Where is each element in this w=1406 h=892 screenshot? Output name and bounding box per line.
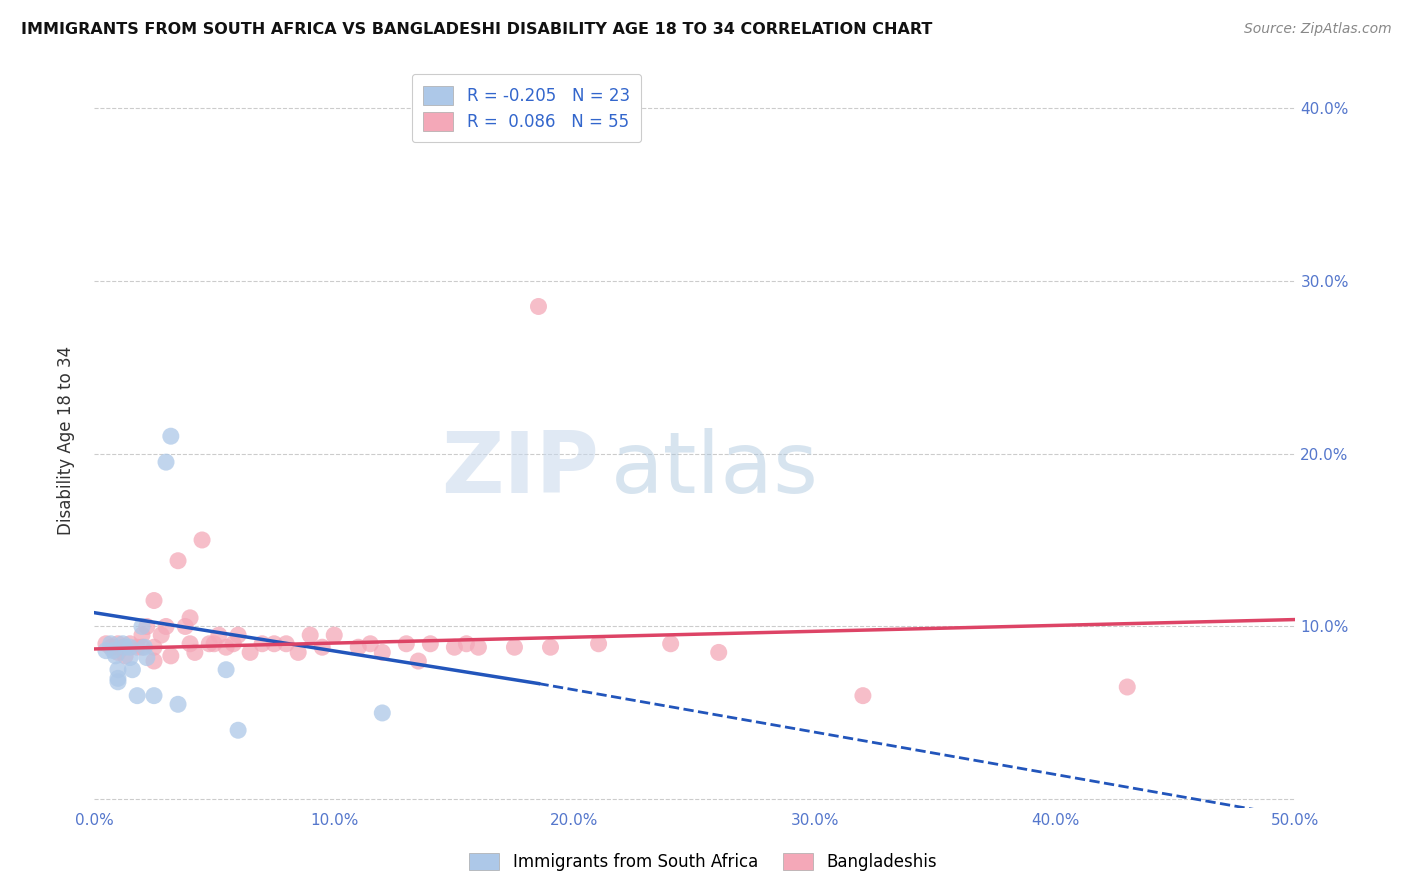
Point [456, 637, 478, 651]
Point [371, 645, 394, 659]
Point [107, 645, 129, 659]
Point [198, 637, 221, 651]
Point [121, 663, 143, 677]
Point [131, 628, 153, 642]
Point [371, 706, 394, 720]
Point [159, 429, 181, 443]
Point [127, 640, 149, 655]
Point [107, 637, 129, 651]
Text: Source: ZipAtlas.com: Source: ZipAtlas.com [1244, 22, 1392, 37]
Point [419, 637, 441, 651]
Point [107, 663, 129, 677]
Point [100, 637, 122, 651]
Point [111, 637, 134, 651]
Point [250, 637, 273, 651]
Point [179, 611, 201, 625]
Point [467, 640, 489, 655]
Point [118, 650, 141, 665]
Point [131, 640, 153, 655]
Point [215, 640, 238, 655]
Point [852, 689, 875, 703]
Point [155, 619, 177, 633]
Point [143, 593, 166, 607]
Point [114, 640, 136, 655]
Point [101, 640, 124, 655]
Point [135, 619, 157, 633]
Point [131, 619, 153, 633]
Point [359, 637, 381, 651]
Point [114, 648, 136, 663]
Point [226, 628, 249, 642]
Point [226, 723, 249, 738]
Point [159, 648, 181, 663]
Point [443, 640, 465, 655]
Point [527, 300, 550, 314]
Point [104, 648, 127, 663]
Legend: Immigrants from South Africa, Bangladeshis: Immigrants from South Africa, Bangladesh… [461, 845, 945, 880]
Point [135, 650, 157, 665]
Point [143, 654, 166, 668]
Point [94, 637, 117, 651]
Point [299, 628, 322, 642]
Point [588, 637, 610, 651]
Point [167, 698, 190, 712]
Point [155, 455, 177, 469]
Point [222, 637, 245, 651]
Point [118, 640, 141, 655]
Point [100, 640, 122, 655]
Point [202, 637, 225, 651]
Point [143, 689, 166, 703]
Point [143, 640, 166, 655]
Point [707, 645, 730, 659]
Point [503, 640, 526, 655]
Point [191, 533, 214, 547]
Y-axis label: Disability Age 18 to 34: Disability Age 18 to 34 [58, 346, 75, 535]
Point [107, 674, 129, 689]
Point [323, 628, 346, 642]
Point [101, 643, 124, 657]
Point [408, 654, 430, 668]
Point [134, 640, 156, 655]
Point [118, 637, 141, 651]
Point [111, 640, 134, 655]
Point [263, 637, 285, 651]
Point [150, 628, 173, 642]
Point [94, 643, 117, 657]
Text: ZIP: ZIP [441, 428, 599, 511]
Legend: R = -0.205   N = 23, R =  0.086   N = 55: R = -0.205 N = 23, R = 0.086 N = 55 [412, 74, 641, 143]
Point [208, 628, 231, 642]
Point [107, 671, 129, 685]
Point [127, 689, 149, 703]
Point [179, 637, 201, 651]
Point [347, 640, 370, 655]
Point [287, 645, 309, 659]
Point [174, 619, 197, 633]
Point [659, 637, 682, 651]
Point [1116, 680, 1139, 694]
Point [215, 663, 238, 677]
Point [540, 640, 562, 655]
Point [311, 640, 333, 655]
Point [276, 637, 298, 651]
Text: IMMIGRANTS FROM SOUTH AFRICA VS BANGLADESHI DISABILITY AGE 18 TO 34 CORRELATION : IMMIGRANTS FROM SOUTH AFRICA VS BANGLADE… [21, 22, 932, 37]
Point [395, 637, 418, 651]
Point [167, 554, 190, 568]
Text: atlas: atlas [610, 428, 818, 511]
Point [184, 645, 207, 659]
Point [239, 645, 262, 659]
